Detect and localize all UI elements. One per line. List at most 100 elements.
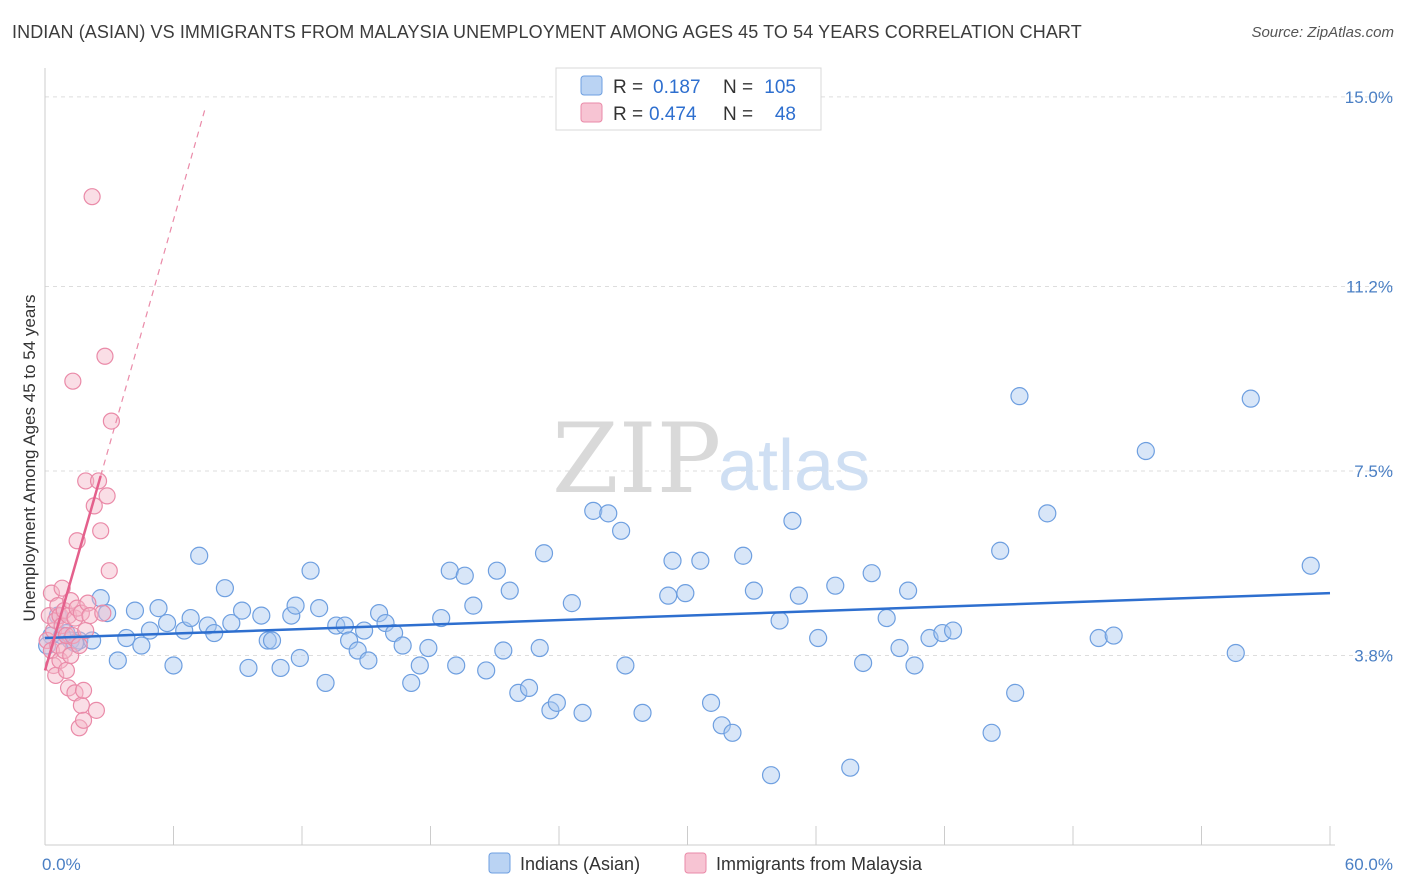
data-point-indians: [663, 551, 682, 570]
data-point-indians: [826, 576, 845, 595]
data-point-indians: [509, 683, 528, 702]
data-point-malaysia: [57, 626, 76, 645]
data-point-indians: [252, 606, 271, 625]
series-malaysia-points: [38, 188, 120, 737]
bottom-legend-swatch-blue: [488, 852, 511, 874]
data-point-indians: [676, 584, 695, 603]
data-point-indians: [149, 599, 168, 618]
data-point-indians: [117, 628, 136, 648]
data-point-indians: [487, 561, 506, 580]
data-point-indians: [1038, 504, 1057, 523]
data-point-indians: [98, 603, 117, 623]
data-point-indians: [933, 623, 952, 643]
data-point-indians: [659, 586, 678, 605]
data-point-indians: [164, 656, 183, 675]
data-point-indians: [599, 504, 618, 523]
data-point-indians: [432, 608, 451, 628]
bottom-legend-label-2: Immigrants from Malaysia: [716, 854, 923, 874]
y-tick-label: 11.2%: [1346, 277, 1393, 296]
data-point-indians: [1226, 643, 1245, 663]
data-point-indians: [584, 501, 603, 520]
data-point-indians: [140, 621, 160, 640]
data-point-indians: [239, 658, 258, 678]
data-point-indians: [447, 656, 466, 675]
data-point-indians: [301, 561, 320, 580]
data-point-indians: [770, 611, 789, 630]
data-point-indians: [1136, 441, 1155, 461]
x-tick-label: 0.0%: [42, 855, 81, 874]
data-point-indians: [198, 616, 217, 635]
source-label: Source: ZipAtlas.com: [1251, 24, 1394, 41]
data-point-indians: [616, 656, 635, 675]
data-point-malaysia: [70, 636, 88, 655]
data-point-indians: [534, 544, 554, 563]
data-point-indians: [290, 648, 309, 668]
data-point-malaysia: [51, 651, 69, 670]
data-point-indians: [712, 716, 731, 735]
data-point-indians: [393, 636, 412, 655]
y-tick-label: 7.5%: [1354, 462, 1393, 481]
data-point-indians: [335, 616, 354, 635]
data-point-indians: [384, 623, 404, 643]
data-point-indians: [519, 678, 539, 698]
data-point-malaysia: [94, 604, 112, 622]
data-point-indians: [809, 628, 828, 648]
data-point-indians: [862, 564, 881, 583]
trend-line-malaysia-extension: [100, 106, 207, 477]
data-point-indians: [783, 511, 802, 530]
data-point-malaysia: [57, 661, 76, 680]
data-point-indians: [359, 651, 378, 670]
legend-r-label-2: R =: [613, 104, 643, 125]
data-point-indians: [530, 638, 549, 658]
data-point-indians: [1010, 387, 1029, 406]
data-point-indians: [132, 636, 151, 655]
data-point-indians: [262, 631, 282, 650]
y-tick-label: 3.8%: [1354, 646, 1393, 665]
data-point-malaysia: [81, 606, 99, 625]
data-point-indians: [464, 596, 483, 615]
data-point-indians: [355, 621, 374, 640]
data-point-indians: [125, 601, 145, 620]
data-point-indians: [370, 603, 389, 623]
data-point-indians: [271, 658, 290, 678]
data-point-indians: [410, 656, 429, 675]
data-point-indians: [1241, 389, 1260, 408]
data-point-indians: [723, 723, 742, 742]
data-point-malaysia: [100, 562, 118, 580]
data-point-indians: [701, 693, 721, 712]
legend-n-label-2: N =: [723, 104, 753, 125]
data-point-indians: [190, 546, 209, 565]
legend-r-label-1: R =: [613, 77, 643, 98]
data-point-indians: [691, 551, 710, 570]
legend-n-value-1: 105: [764, 77, 796, 98]
data-point-indians: [286, 596, 305, 615]
data-point-indians: [734, 546, 753, 565]
data-point-malaysia: [64, 372, 82, 390]
y-axis-label: Unemployment Among Ages 45 to 54 years: [20, 295, 39, 622]
data-point-indians: [991, 541, 1010, 560]
data-point-malaysia: [98, 487, 116, 505]
data-point-indians: [494, 641, 513, 660]
data-point-indians: [1104, 626, 1123, 645]
data-point-indians: [982, 723, 1001, 742]
data-point-indians: [890, 638, 909, 658]
data-point-indians: [232, 601, 252, 620]
chart-title: INDIAN (ASIAN) VS IMMIGRANTS FROM MALAYS…: [12, 22, 1082, 42]
data-point-indians: [898, 581, 918, 600]
y-tick-label: 15.0%: [1345, 88, 1393, 107]
bottom-legend-swatch-pink: [684, 852, 707, 874]
data-point-malaysia: [96, 347, 114, 365]
y-tick-labels: 3.8% 7.5% 11.2% 15.0%: [1345, 88, 1393, 666]
watermark-atlas: atlas: [718, 426, 870, 506]
data-point-indians: [854, 653, 873, 673]
data-point-indians: [316, 673, 335, 693]
data-point-indians: [1006, 683, 1025, 702]
data-point-indians: [841, 758, 860, 777]
legend-swatch-pink: [580, 102, 603, 123]
stats-legend: R = 0.187 N = 105 R = 0.474 N = 48: [555, 67, 822, 131]
data-point-indians: [258, 631, 277, 650]
data-point-indians: [455, 566, 474, 585]
data-point-malaysia: [74, 681, 93, 700]
data-point-indians: [612, 521, 631, 540]
trend-line-indians: [44, 591, 1331, 640]
